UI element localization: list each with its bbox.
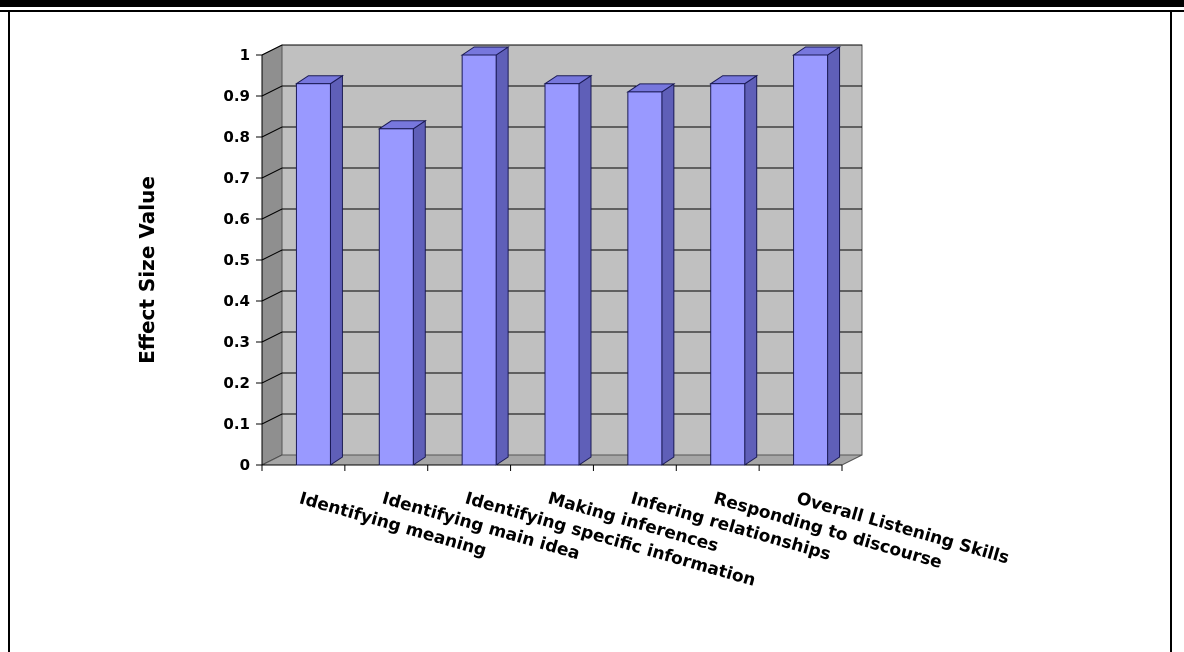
y-tick-label: 0.9 bbox=[223, 87, 250, 105]
gridline bbox=[261, 44, 862, 56]
y-tick-label: 1 bbox=[240, 46, 250, 64]
bar-front bbox=[544, 83, 580, 466]
bar-front bbox=[461, 54, 497, 466]
bar-side bbox=[827, 46, 841, 466]
y-tick-label: 0 bbox=[240, 456, 250, 474]
bar bbox=[294, 74, 345, 466]
bar bbox=[626, 82, 676, 466]
bar bbox=[543, 74, 593, 466]
y-axis-title: Effect Size Value bbox=[135, 176, 159, 364]
y-tick-label: 0.6 bbox=[223, 210, 250, 228]
left-border bbox=[8, 12, 10, 652]
bar-side bbox=[412, 119, 426, 466]
bar bbox=[377, 119, 427, 466]
top-border-thin bbox=[0, 10, 1184, 12]
bar-front bbox=[295, 83, 331, 466]
y-tick-label: 0.3 bbox=[223, 333, 250, 351]
top-border-thick bbox=[0, 0, 1184, 7]
bar bbox=[709, 74, 759, 466]
y-tick-label: 0.7 bbox=[223, 169, 250, 187]
bar-front bbox=[710, 83, 746, 466]
right-border bbox=[1170, 12, 1172, 652]
y-tick-label: 0.1 bbox=[223, 415, 250, 433]
bar-side bbox=[744, 74, 758, 466]
bar bbox=[791, 46, 842, 466]
bar-side bbox=[661, 82, 675, 466]
bar-side bbox=[578, 74, 592, 466]
bar-side bbox=[329, 74, 343, 466]
y-tick-label: 0.4 bbox=[223, 292, 250, 310]
y-tick-label: 0.8 bbox=[223, 128, 250, 146]
bar-front bbox=[627, 91, 663, 466]
bar-side bbox=[495, 46, 509, 466]
y-tick-label: 0.2 bbox=[223, 374, 250, 392]
bar-front bbox=[378, 128, 414, 466]
bar bbox=[460, 46, 510, 466]
y-tick-label: 0.5 bbox=[223, 251, 250, 269]
bar-front bbox=[793, 54, 829, 466]
